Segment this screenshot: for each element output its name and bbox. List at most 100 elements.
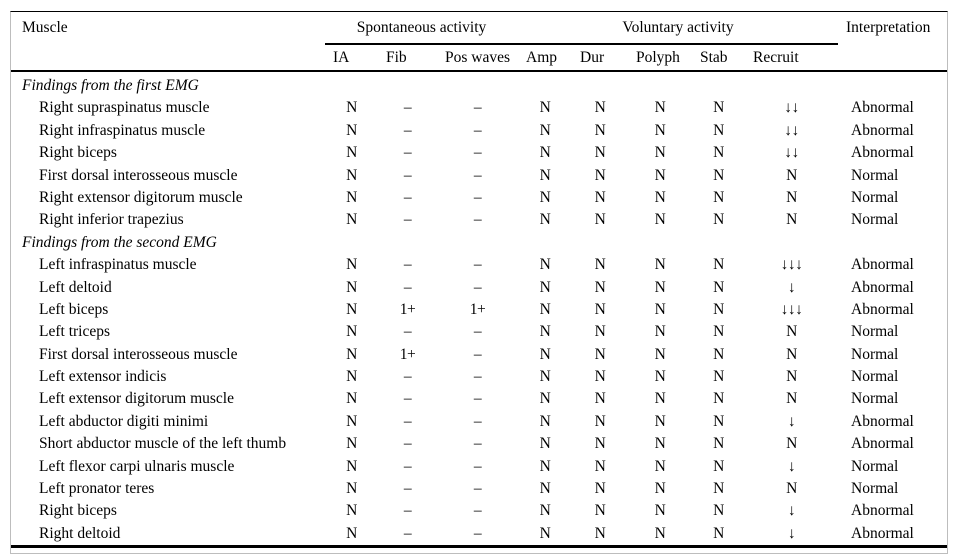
finding-value: 1+: [469, 300, 486, 318]
finding-value: N: [786, 166, 797, 184]
finding-value: N: [346, 278, 357, 296]
finding-value: N: [713, 345, 724, 363]
interpretation-value: Abnormal: [851, 144, 914, 162]
finding-value: N: [786, 211, 797, 229]
interpretation-value: Abnormal: [851, 502, 914, 520]
col-header-fib: Fib: [386, 48, 407, 66]
col-header-amp: Amp: [526, 48, 557, 66]
finding-value: N: [654, 278, 666, 296]
muscle-name: Left extensor indicis: [39, 368, 167, 386]
finding-value: N: [786, 390, 797, 408]
muscle-name: Short abductor muscle of the left thumb: [39, 435, 287, 453]
col-header-recruit: Recruit: [753, 48, 799, 66]
interpretation-value: Abnormal: [851, 524, 914, 542]
finding-value: ↓↓↓: [780, 300, 803, 318]
col-header-ia: IA: [333, 48, 350, 66]
section-heading: Findings from the first EMG: [22, 77, 199, 94]
interpretation-value: Normal: [851, 390, 899, 408]
finding-value: –: [403, 457, 412, 475]
finding-value: N: [594, 435, 606, 453]
finding-value: N: [654, 457, 666, 475]
emg-findings-table: Muscle Spontaneous activity Voluntary ac…: [10, 11, 948, 554]
finding-value: N: [594, 323, 606, 341]
finding-value: 1+: [399, 345, 416, 363]
col-header-interpretation: Interpretation: [846, 18, 931, 36]
interpretation-value: Normal: [851, 368, 899, 386]
finding-value: N: [713, 412, 724, 430]
finding-value: N: [654, 166, 666, 184]
table-row: Right biceps N – – N N N N ↓ Abnormal: [11, 500, 947, 522]
finding-value: N: [654, 412, 666, 430]
muscle-name: First dorsal interosseous muscle: [39, 166, 238, 184]
finding-value: –: [473, 144, 482, 162]
finding-value: N: [786, 323, 797, 341]
finding-value: N: [594, 256, 606, 274]
finding-value: N: [654, 524, 666, 542]
finding-value: N: [539, 390, 551, 408]
table-row: Short abductor muscle of the left thumb N…: [11, 433, 947, 455]
finding-value: N: [594, 188, 606, 206]
finding-value: –: [403, 323, 412, 341]
finding-value: ↓: [787, 524, 796, 542]
muscle-name: Left abductor digiti minimi: [39, 412, 209, 430]
finding-value: N: [654, 502, 666, 520]
finding-value: N: [346, 166, 357, 184]
finding-value: N: [713, 435, 724, 453]
table-row: Left extensor digitorum muscle N – – N N N N N No…: [11, 388, 947, 410]
table-body: Findings from the first EMG Right suprasp…: [11, 72, 947, 545]
finding-value: N: [654, 435, 666, 453]
finding-value: N: [713, 188, 724, 206]
finding-value: N: [654, 390, 666, 408]
finding-value: –: [403, 412, 412, 430]
finding-value: –: [403, 480, 412, 498]
finding-value: N: [346, 390, 357, 408]
finding-value: N: [713, 480, 724, 498]
finding-value: –: [403, 435, 412, 453]
finding-value: –: [403, 166, 412, 184]
table-row: Right biceps N – – N N N N ↓↓ Abnormal: [11, 142, 947, 164]
finding-value: N: [539, 323, 551, 341]
col-group-voluntary-activity: Voluntary activity: [622, 18, 734, 36]
finding-value: ↓: [787, 502, 796, 520]
interpretation-value: Normal: [851, 457, 899, 475]
finding-value: –: [473, 278, 482, 296]
finding-value: N: [346, 345, 357, 363]
finding-value: –: [473, 121, 482, 139]
finding-value: N: [594, 345, 606, 363]
finding-value: N: [713, 211, 724, 229]
finding-value: N: [654, 480, 666, 498]
finding-value: N: [594, 144, 606, 162]
interpretation-value: Abnormal: [851, 99, 914, 117]
finding-value: N: [713, 121, 724, 139]
finding-value: N: [346, 457, 357, 475]
finding-value: N: [594, 121, 606, 139]
muscle-name: Left triceps: [39, 323, 111, 341]
finding-value: N: [539, 480, 551, 498]
bottom-rule: [11, 545, 947, 548]
finding-value: N: [713, 323, 724, 341]
finding-value: N: [346, 256, 357, 274]
muscle-name: Left biceps: [39, 300, 109, 318]
interpretation-value: Abnormal: [851, 256, 914, 274]
finding-value: –: [403, 278, 412, 296]
finding-value: –: [473, 502, 482, 520]
table-row: Right supraspinatus muscle N – – N N N N ↓↓ Abnor…: [11, 97, 947, 119]
finding-value: N: [539, 435, 551, 453]
finding-value: ↓: [787, 278, 796, 296]
finding-value: –: [473, 256, 482, 274]
section-heading: Findings from the second EMG: [22, 233, 217, 251]
finding-value: ↓↓↓: [780, 256, 803, 274]
finding-value: N: [594, 457, 606, 475]
muscle-name: Right inferior trapezius: [39, 211, 184, 229]
muscle-name: Left flexor carpi ulnaris muscle: [39, 457, 235, 475]
finding-value: N: [594, 524, 606, 542]
finding-value: N: [786, 345, 797, 363]
finding-value: ↓: [787, 412, 796, 430]
finding-value: –: [403, 211, 412, 229]
finding-value: –: [403, 524, 412, 542]
finding-value: N: [539, 211, 551, 229]
finding-value: 1+: [399, 300, 416, 318]
finding-value: N: [539, 368, 551, 386]
finding-value: N: [713, 278, 724, 296]
col-header-stab: Stab: [700, 48, 728, 66]
